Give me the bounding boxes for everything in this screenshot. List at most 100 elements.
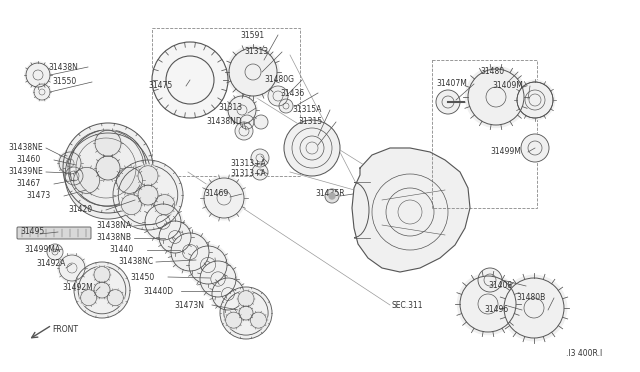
Circle shape — [120, 194, 142, 215]
Circle shape — [143, 202, 182, 242]
Circle shape — [515, 80, 555, 120]
Circle shape — [115, 166, 143, 195]
Circle shape — [237, 290, 255, 307]
Circle shape — [74, 262, 130, 318]
Text: 31438NA: 31438NA — [96, 221, 131, 231]
Circle shape — [93, 266, 111, 283]
Text: 31438NC: 31438NC — [118, 257, 153, 266]
Circle shape — [235, 122, 253, 140]
Text: 31492A: 31492A — [36, 260, 65, 269]
Circle shape — [157, 219, 193, 254]
Circle shape — [72, 166, 100, 195]
Text: 31438ND: 31438ND — [206, 118, 242, 126]
Circle shape — [250, 311, 267, 329]
Text: 31591: 31591 — [240, 31, 264, 39]
Circle shape — [63, 123, 153, 213]
Text: 31408: 31408 — [488, 282, 512, 291]
Text: 31439NE: 31439NE — [8, 167, 43, 176]
Text: 31313+A: 31313+A — [230, 170, 266, 179]
Circle shape — [325, 189, 339, 203]
Circle shape — [68, 130, 144, 206]
Circle shape — [478, 268, 502, 292]
Text: 31440: 31440 — [109, 246, 133, 254]
Circle shape — [107, 289, 124, 307]
Text: 31407M: 31407M — [436, 80, 467, 89]
Circle shape — [227, 46, 279, 98]
Polygon shape — [352, 148, 470, 272]
Text: 31480G: 31480G — [264, 76, 294, 84]
Text: 31438N: 31438N — [48, 62, 78, 71]
Text: 31496: 31496 — [484, 305, 508, 314]
Text: 31499M: 31499M — [490, 148, 521, 157]
Text: 31409M: 31409M — [492, 81, 523, 90]
Text: 31475: 31475 — [148, 81, 172, 90]
Circle shape — [329, 193, 335, 199]
Text: 31499MA: 31499MA — [24, 244, 60, 253]
Text: 31313+A: 31313+A — [230, 158, 266, 167]
Circle shape — [137, 165, 159, 187]
Circle shape — [94, 129, 122, 157]
Bar — [152, 28, 300, 176]
Circle shape — [521, 134, 549, 162]
Circle shape — [268, 86, 288, 106]
Circle shape — [25, 62, 51, 88]
Circle shape — [279, 99, 293, 113]
Text: 31473N: 31473N — [174, 301, 204, 310]
Circle shape — [137, 184, 159, 206]
Circle shape — [251, 149, 269, 167]
Circle shape — [47, 244, 63, 260]
Text: FRONT: FRONT — [52, 326, 78, 334]
Circle shape — [198, 259, 237, 299]
Text: 31313: 31313 — [244, 48, 268, 57]
Circle shape — [93, 281, 111, 299]
Circle shape — [238, 305, 253, 321]
Text: 31480: 31480 — [480, 67, 504, 77]
Circle shape — [152, 42, 228, 118]
Circle shape — [284, 120, 340, 176]
Text: 31438NB: 31438NB — [96, 234, 131, 243]
Circle shape — [252, 164, 268, 180]
Text: 31438NE: 31438NE — [8, 144, 43, 153]
Text: .I3 400R.I: .I3 400R.I — [566, 350, 602, 359]
Bar — [432, 60, 537, 208]
Text: 31495: 31495 — [20, 228, 44, 237]
Circle shape — [211, 276, 246, 311]
Text: 31492M: 31492M — [62, 282, 93, 292]
FancyBboxPatch shape — [17, 227, 91, 239]
Circle shape — [113, 160, 183, 230]
Text: 31440D: 31440D — [143, 286, 173, 295]
Circle shape — [95, 155, 121, 181]
Text: 31315A: 31315A — [292, 106, 321, 115]
Text: 31460: 31460 — [16, 155, 40, 164]
Circle shape — [188, 244, 228, 286]
Circle shape — [58, 254, 86, 282]
Text: 31313: 31313 — [218, 103, 242, 112]
Circle shape — [254, 115, 268, 129]
Circle shape — [227, 95, 257, 125]
Circle shape — [65, 133, 151, 219]
Circle shape — [220, 287, 272, 339]
Circle shape — [501, 275, 566, 341]
Circle shape — [80, 289, 97, 307]
Circle shape — [465, 67, 527, 128]
Text: SEC.311: SEC.311 — [392, 301, 424, 311]
Circle shape — [65, 167, 83, 185]
Circle shape — [202, 176, 246, 220]
Text: 31436: 31436 — [280, 89, 304, 97]
Circle shape — [240, 115, 254, 129]
Text: 31450: 31450 — [130, 273, 154, 282]
Circle shape — [225, 311, 243, 329]
Text: 31467: 31467 — [16, 180, 40, 189]
Text: 31473: 31473 — [26, 192, 51, 201]
Text: 31420: 31420 — [68, 205, 92, 215]
Text: 31315: 31315 — [298, 118, 322, 126]
Circle shape — [517, 82, 553, 118]
Circle shape — [458, 273, 518, 334]
Text: 31480B: 31480B — [516, 294, 545, 302]
Text: 31435R: 31435R — [315, 189, 344, 199]
Circle shape — [154, 194, 175, 215]
Circle shape — [58, 151, 82, 175]
Circle shape — [33, 83, 51, 101]
Circle shape — [436, 90, 460, 114]
Circle shape — [170, 231, 211, 273]
